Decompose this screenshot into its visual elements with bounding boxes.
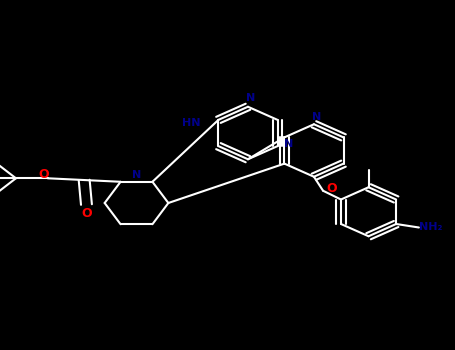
Text: O: O [81, 207, 92, 220]
Text: NH₂: NH₂ [419, 223, 442, 232]
Text: N: N [312, 112, 321, 122]
Text: O: O [327, 182, 338, 196]
Text: N: N [132, 170, 141, 180]
Text: N: N [246, 93, 255, 103]
Text: O: O [38, 168, 49, 181]
Text: N: N [284, 139, 293, 149]
Text: HN: HN [182, 118, 200, 128]
